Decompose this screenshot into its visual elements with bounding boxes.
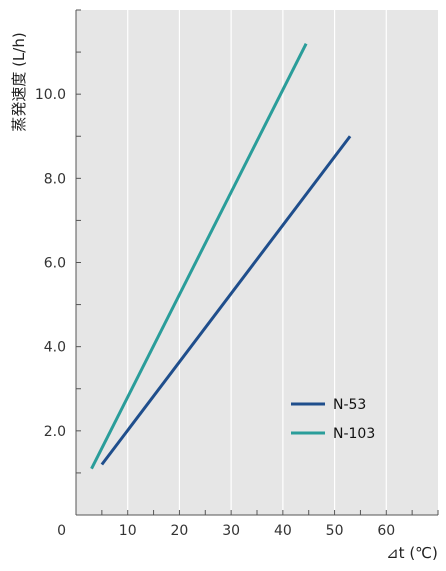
y-tick-label-10.0: 10.0 (35, 87, 66, 103)
x-axis-title: ⊿t (℃) (386, 544, 438, 562)
x-tick-label-20: 20 (171, 523, 189, 539)
series-line-N-103 (90, 42, 308, 470)
y-tick-label-4.0: 4.0 (44, 340, 66, 356)
plot-background (76, 10, 438, 515)
legend-label-N-53: N-53 (333, 397, 366, 413)
legend: N-53 N-103 (291, 397, 375, 442)
x-tick-label-60: 60 (377, 523, 395, 539)
axes (75, 9, 439, 516)
x-tick-label-0: 0 (57, 523, 66, 539)
y-tick-label-8.0: 8.0 (44, 171, 66, 187)
y-axis-title: 蒸発速度 (L/h) (10, 32, 28, 131)
y-tick-label-6.0: 6.0 (44, 256, 66, 272)
y-tick-label-2.0: 2.0 (44, 424, 66, 440)
x-tick-labels: 0 10 20 30 40 50 60 (57, 523, 395, 539)
x-tick-label-10: 10 (119, 523, 137, 539)
x-tick-label-40: 40 (274, 523, 292, 539)
legend-label-N-103: N-103 (333, 426, 375, 442)
x-tick-label-30: 30 (222, 523, 240, 539)
y-tick-labels: 2.0 4.0 6.0 8.0 10.0 (35, 87, 66, 440)
series-lines (90, 42, 352, 470)
x-tick-label-50: 50 (326, 523, 344, 539)
series-line-N-53 (100, 135, 352, 466)
